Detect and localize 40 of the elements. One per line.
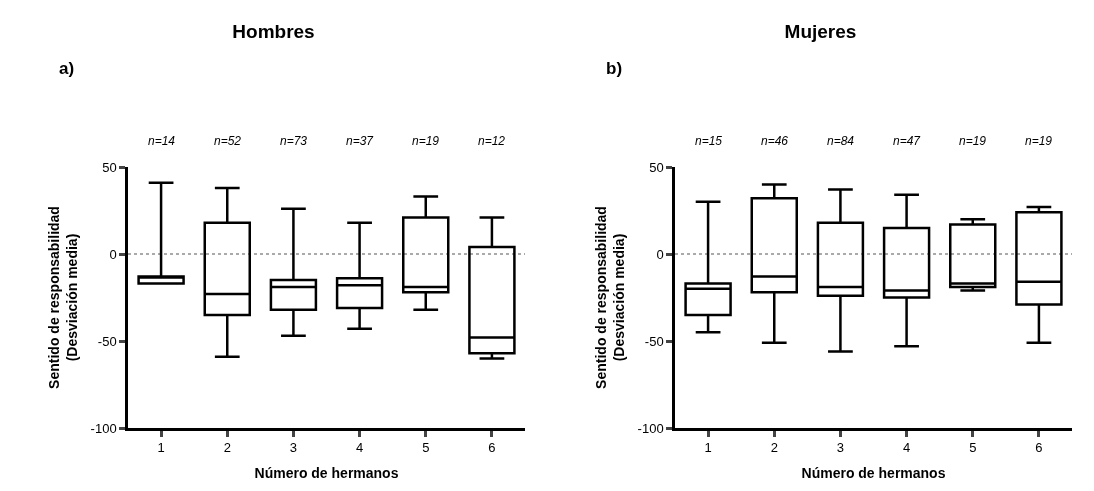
text: n=19 bbox=[1025, 134, 1053, 148]
y-tick-label: 50 bbox=[649, 159, 664, 175]
y-tick-label: 0 bbox=[656, 246, 664, 262]
x-tick-label: 1 bbox=[704, 440, 712, 456]
chart-title: Mujeres bbox=[784, 20, 857, 42]
x-axis-title: Número de hermanos bbox=[801, 464, 946, 481]
y-tick-label: 0 bbox=[109, 246, 117, 262]
text: n=84 bbox=[827, 134, 855, 148]
x-tick-label: 5 bbox=[422, 440, 430, 456]
text: n=19 bbox=[959, 134, 987, 148]
text: n=46 bbox=[761, 134, 789, 148]
y-tick-label: -100 bbox=[637, 420, 664, 436]
x-tick-label: 1 bbox=[157, 440, 165, 456]
y-tick-label: -100 bbox=[90, 420, 117, 436]
text: n=52 bbox=[214, 134, 242, 148]
text: n=37 bbox=[346, 134, 375, 148]
x-tick-label: 3 bbox=[836, 440, 845, 456]
y-tick-label: -50 bbox=[97, 333, 117, 349]
x-tick-label: 5 bbox=[969, 440, 977, 456]
y-axis-title: Sentido de responsabilidad (Desviación media) bbox=[593, 206, 628, 389]
y-tick-label: 50 bbox=[102, 159, 117, 175]
text: n=14 bbox=[148, 134, 176, 148]
text: n=47 bbox=[893, 134, 922, 148]
x-tick-label: 6 bbox=[488, 440, 496, 456]
text: n=19 bbox=[412, 134, 440, 148]
x-axis-title: Número de hermanos bbox=[254, 464, 399, 481]
x-tick-label: 4 bbox=[355, 440, 364, 456]
text: a) bbox=[59, 59, 75, 78]
x-tick-label: 2 bbox=[223, 440, 231, 456]
x-tick-label: 6 bbox=[1035, 440, 1043, 456]
text: n=12 bbox=[478, 134, 506, 148]
x-tick-label: 4 bbox=[902, 440, 911, 456]
x-tick-label: 3 bbox=[289, 440, 298, 456]
chart-title: Hombres bbox=[232, 20, 315, 42]
y-axis-title: Sentido de responsabilidad (Desviación media) bbox=[46, 206, 81, 389]
x-tick-label: 2 bbox=[770, 440, 778, 456]
text: b) bbox=[606, 59, 623, 78]
text: n=15 bbox=[695, 134, 723, 148]
text: n=73 bbox=[280, 134, 308, 148]
y-tick-label: -50 bbox=[644, 333, 664, 349]
